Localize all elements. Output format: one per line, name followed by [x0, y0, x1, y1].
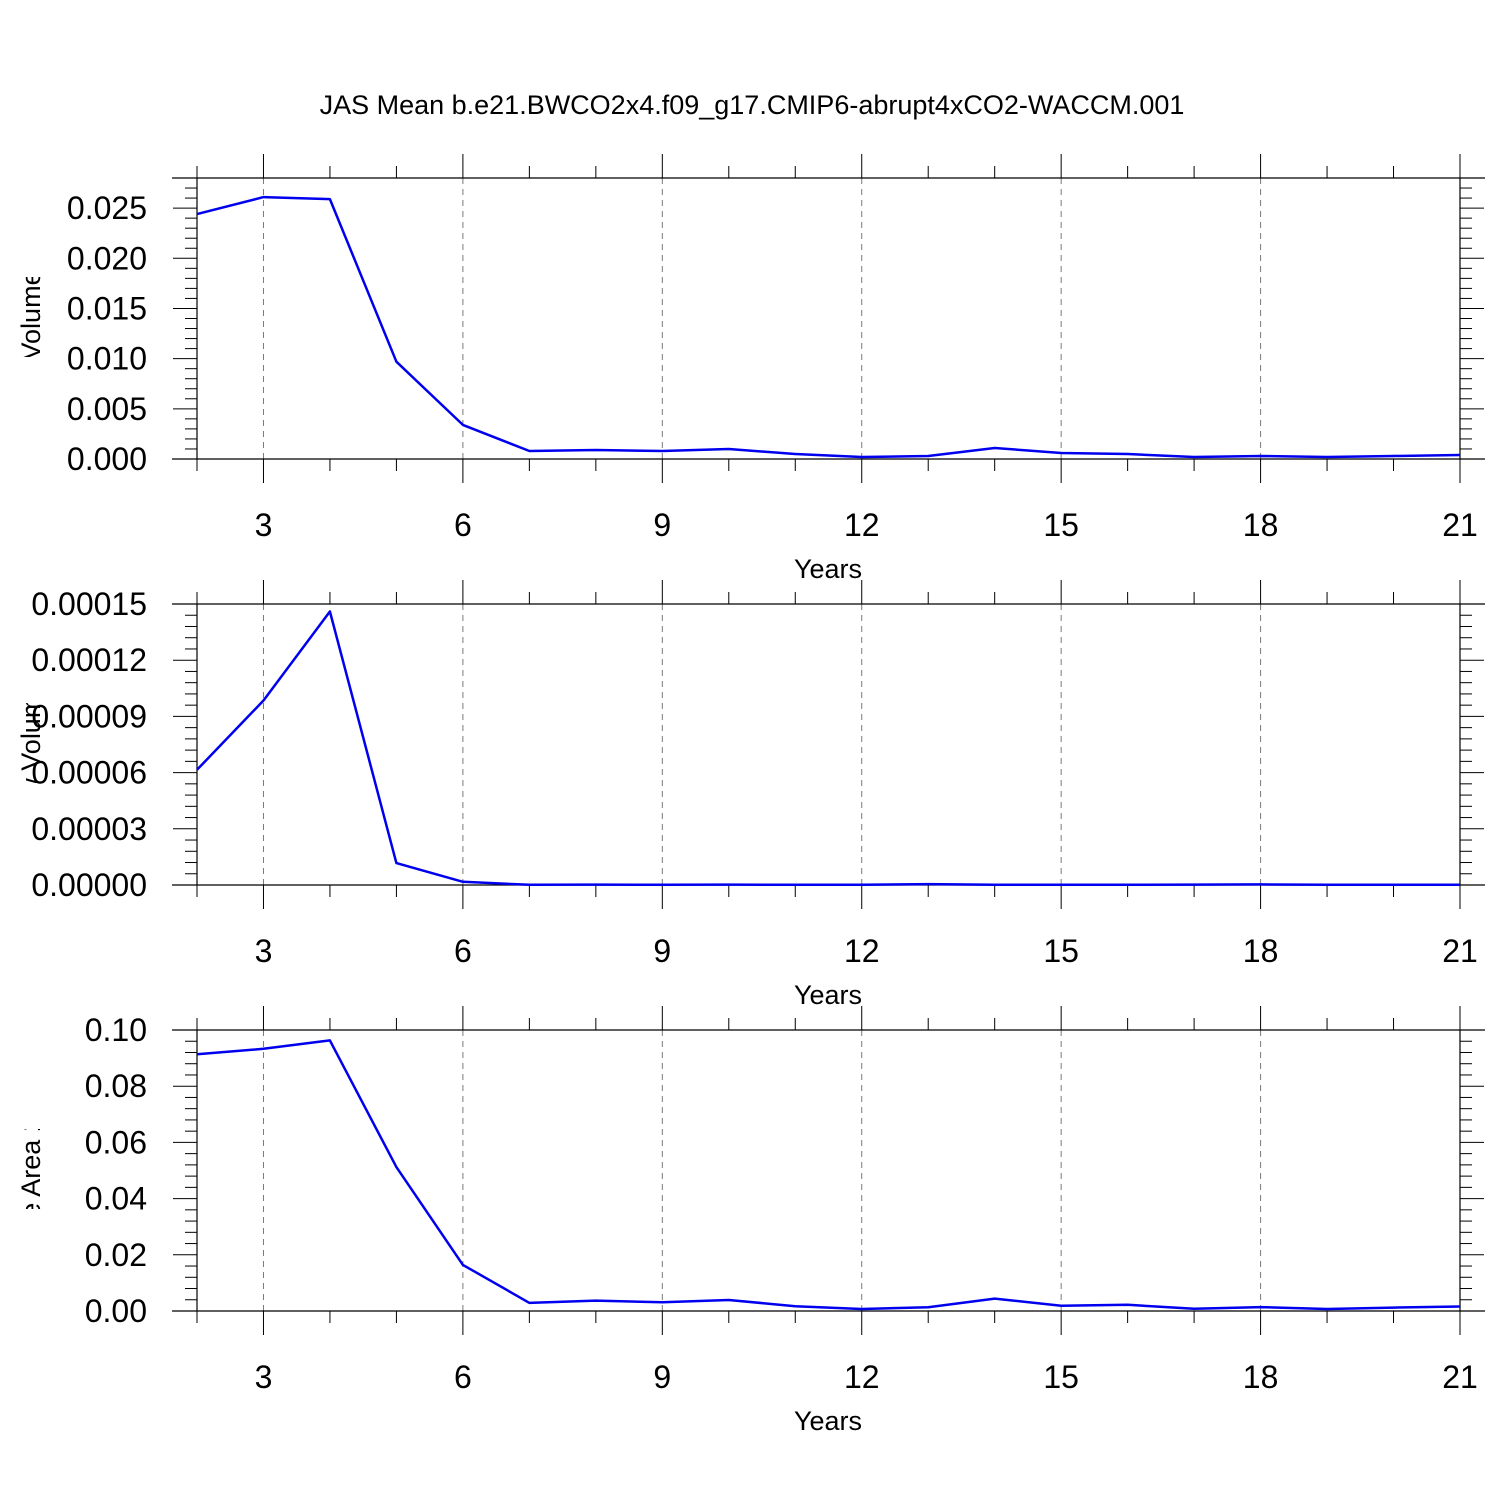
- x-axis-title: Years: [794, 1406, 862, 1436]
- x-tick-label: 15: [1043, 507, 1079, 543]
- x-axis-title: Years: [794, 554, 862, 584]
- chart-title: JAS Mean b.e21.BWCO2x4.f09_g17.CMIP6-abr…: [320, 90, 1185, 120]
- y-tick-label: 0.08: [85, 1068, 147, 1104]
- x-tick-label: 6: [454, 933, 472, 969]
- x-axis-title: Years: [794, 980, 862, 1010]
- y-axis-title: GIN Ice Volume 1013 m3: [13, 174, 46, 459]
- y-axis-title: GIN Ice Area 1012 m2: [13, 1044, 46, 1295]
- chart-panel-3: 3 6 9 12 15 18 21 0.00 0.02 0.04 0.06 0.08 0.10 Years…: [13, 1006, 1485, 1436]
- y-tick-label: 0.00: [85, 1293, 147, 1329]
- x-tick-label: 18: [1243, 933, 1279, 969]
- y-tick-label: 0.00000: [31, 867, 147, 903]
- x-tick-label: 9: [653, 507, 671, 543]
- x-tick-label: 9: [653, 1359, 671, 1395]
- x-tick-label: 21: [1442, 1359, 1478, 1395]
- y-tick-label: 0.02: [85, 1237, 147, 1273]
- y-tick-label: 0.00015: [31, 586, 147, 622]
- y-tick-label: 0.000: [67, 441, 147, 477]
- y-tick-label: 0.010: [67, 341, 147, 377]
- y-tick-label: 0.025: [67, 190, 147, 226]
- y-tick-label: 0.00006: [31, 755, 147, 791]
- chart-panel-1: 3 6 9 12 15 18 21 0.000 0.005 0.010 0.015 0.020 0.02…: [13, 154, 1485, 584]
- x-tick-label: 15: [1043, 933, 1079, 969]
- y-tick-label: 0.005: [67, 391, 147, 427]
- y-tick-label: 0.04: [85, 1181, 147, 1217]
- y-tick-label: 0.00003: [31, 811, 147, 847]
- x-tick-label: 3: [255, 1359, 273, 1395]
- x-tick-label: 3: [255, 933, 273, 969]
- y-tick-label: 0.00012: [31, 642, 147, 678]
- series-line-3: [196, 1039, 1461, 1311]
- x-tick-label: 21: [1442, 933, 1478, 969]
- x-tick-label: 12: [844, 507, 880, 543]
- x-tick-label: 12: [844, 933, 880, 969]
- x-tick-label: 15: [1043, 1359, 1079, 1395]
- y-tick-label: 0.10: [85, 1012, 147, 1048]
- y-tick-label: 0.020: [67, 240, 147, 276]
- x-tick-label: 6: [454, 507, 472, 543]
- x-tick-label: 9: [653, 933, 671, 969]
- chart-panel-2: 3 6 9 12 15 18 21 0.00000 0.00003 0.00006 0.00009 0…: [13, 580, 1485, 1010]
- y-tick-label: 0.00009: [31, 698, 147, 734]
- x-tick-label: 12: [844, 1359, 880, 1395]
- x-tick-label: 18: [1243, 1359, 1279, 1395]
- x-tick-label: 21: [1442, 507, 1478, 543]
- x-tick-label: 3: [255, 507, 273, 543]
- y-axis-title: GIN Snow Volume 1013 m3: [13, 585, 46, 902]
- series-line-2: [196, 610, 1460, 887]
- x-tick-label: 18: [1243, 507, 1279, 543]
- series-line-1: [196, 195, 1461, 459]
- x-tick-label: 6: [454, 1359, 472, 1395]
- y-tick-label: 0.06: [85, 1124, 147, 1160]
- y-tick-label: 0.015: [67, 290, 147, 326]
